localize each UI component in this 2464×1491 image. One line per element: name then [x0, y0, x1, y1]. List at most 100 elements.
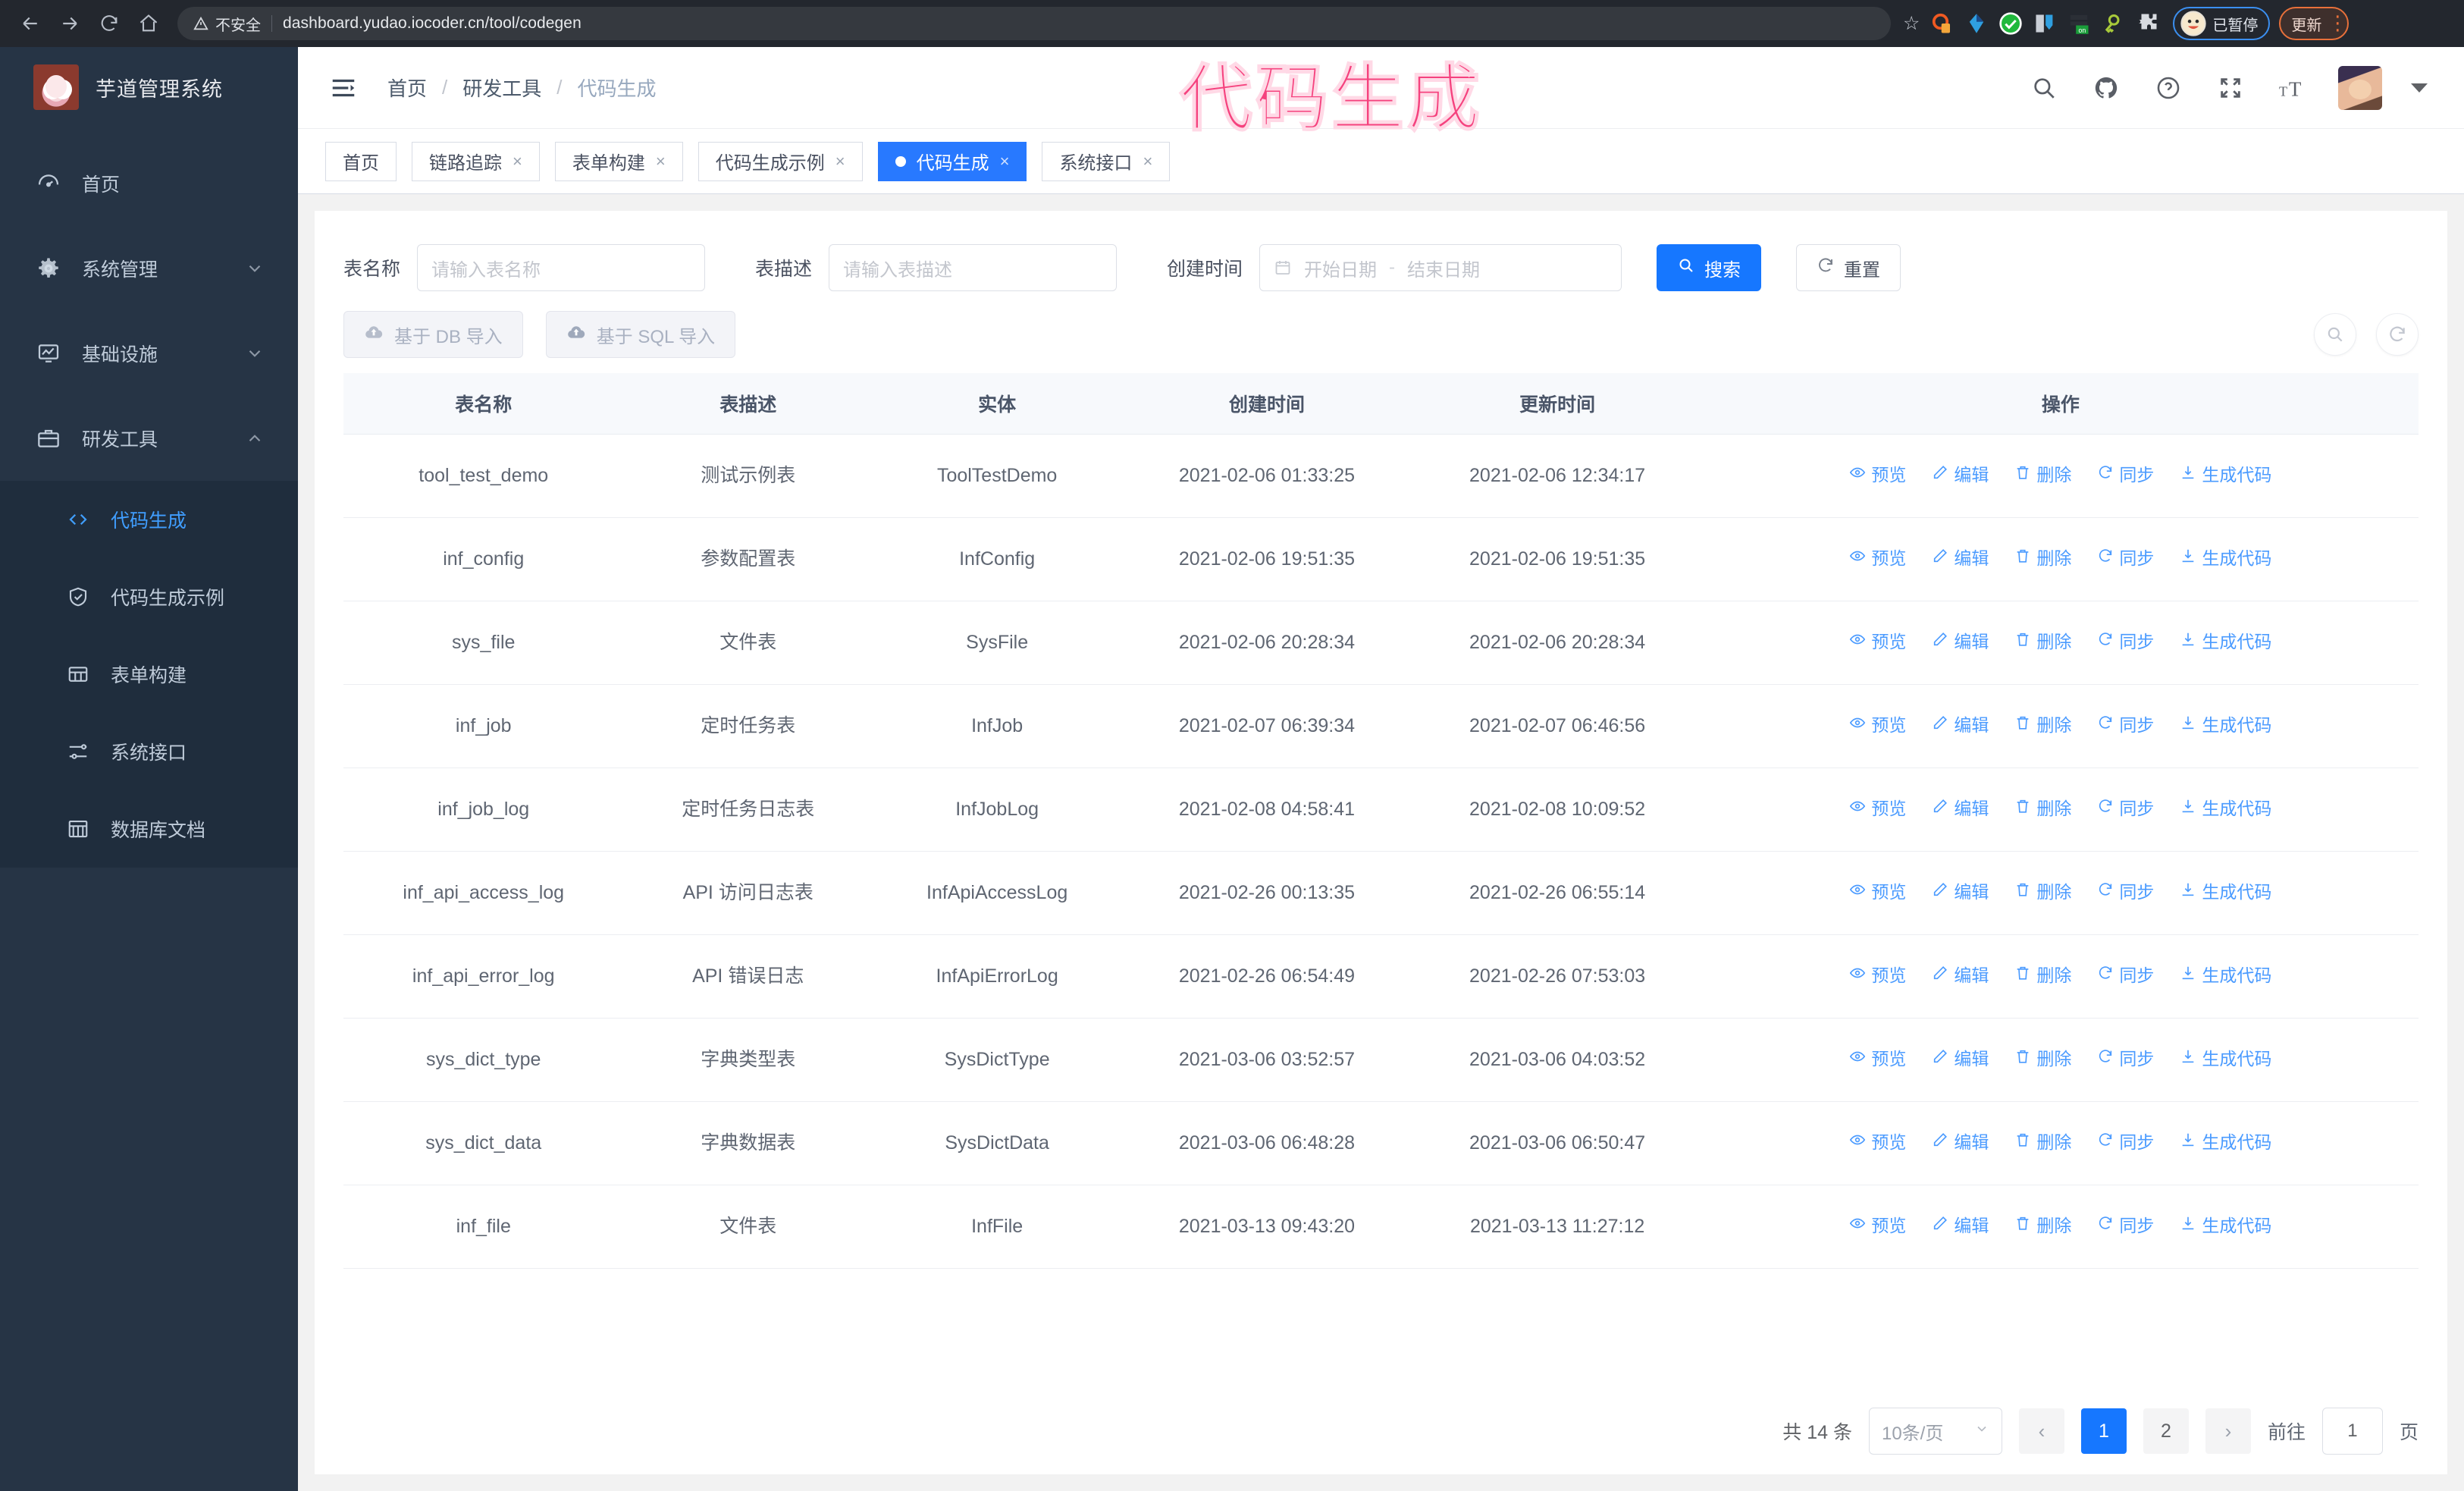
- on-toggle-extension-icon[interactable]: on: [2064, 8, 2094, 39]
- action-生成代码[interactable]: 生成代码: [2180, 713, 2271, 738]
- action-同步[interactable]: 同步: [2097, 629, 2154, 654]
- sidebar-item-form-builder[interactable]: 表单构建: [0, 636, 298, 713]
- action-同步[interactable]: 同步: [2097, 546, 2154, 571]
- star-icon[interactable]: ☆: [1903, 13, 1920, 34]
- column-header-update-time[interactable]: 更新时间: [1412, 373, 1703, 435]
- action-同步[interactable]: 同步: [2097, 796, 2154, 821]
- action-同步[interactable]: 同步: [2097, 713, 2154, 738]
- close-icon[interactable]: ×: [835, 151, 845, 171]
- close-icon[interactable]: ×: [513, 151, 522, 171]
- action-编辑[interactable]: 编辑: [1932, 1047, 1989, 1072]
- refresh-icon[interactable]: [2376, 313, 2419, 356]
- action-生成代码[interactable]: 生成代码: [2180, 629, 2271, 654]
- pagination-next-button[interactable]: ›: [2205, 1408, 2251, 1454]
- sidebar-item-system[interactable]: 系统管理: [0, 226, 298, 311]
- close-icon[interactable]: ×: [999, 151, 1010, 171]
- action-删除[interactable]: 删除: [2014, 463, 2071, 488]
- close-icon[interactable]: ×: [655, 151, 666, 171]
- action-删除[interactable]: 删除: [2014, 963, 2071, 988]
- action-编辑[interactable]: 编辑: [1932, 629, 1989, 654]
- column-header-entity[interactable]: 实体: [872, 373, 1122, 435]
- sidebar-item-db-doc[interactable]: 数据库文档: [0, 790, 298, 868]
- action-删除[interactable]: 删除: [2014, 880, 2071, 905]
- search-icon[interactable]: [2027, 71, 2061, 105]
- update-pill[interactable]: 更新 ⋮: [2279, 7, 2350, 40]
- breadcrumb-item-home[interactable]: 首页: [387, 77, 428, 100]
- action-生成代码[interactable]: 生成代码: [2180, 963, 2271, 988]
- tab-home[interactable]: 首页: [325, 141, 397, 181]
- kebab-menu-icon[interactable]: ⋮: [2328, 11, 2348, 35]
- action-预览[interactable]: 预览: [1849, 1213, 1906, 1238]
- sidebar-item-codegen[interactable]: 代码生成: [0, 481, 298, 558]
- tab-codegen-demo[interactable]: 代码生成示例 ×: [698, 141, 863, 181]
- page-size-select[interactable]: 10条/页: [1868, 1408, 2002, 1455]
- sidebar-item-api[interactable]: 系统接口: [0, 713, 298, 790]
- action-预览[interactable]: 预览: [1849, 463, 1906, 488]
- reload-icon[interactable]: [89, 4, 129, 43]
- blue-pin-extension-icon[interactable]: [1961, 8, 1992, 39]
- action-同步[interactable]: 同步: [2097, 1213, 2154, 1238]
- sidebar-item-devtools[interactable]: 研发工具: [0, 396, 298, 481]
- action-预览[interactable]: 预览: [1849, 546, 1906, 571]
- home-icon[interactable]: [129, 4, 168, 43]
- action-预览[interactable]: 预览: [1849, 963, 1906, 988]
- back-arrow-icon[interactable]: [11, 4, 50, 43]
- column-header-table-name[interactable]: 表名称: [343, 373, 624, 435]
- reset-button[interactable]: 重置: [1796, 244, 1901, 291]
- sidebar-item-home[interactable]: 首页: [0, 141, 298, 226]
- tab-trace[interactable]: 链路追踪 ×: [412, 141, 540, 181]
- action-预览[interactable]: 预览: [1849, 629, 1906, 654]
- action-编辑[interactable]: 编辑: [1932, 1130, 1989, 1155]
- search-button[interactable]: 搜索: [1657, 244, 1762, 291]
- action-编辑[interactable]: 编辑: [1932, 963, 1989, 988]
- action-同步[interactable]: 同步: [2097, 463, 2154, 488]
- paused-profile-pill[interactable]: 已暂停: [2173, 7, 2271, 40]
- action-同步[interactable]: 同步: [2097, 963, 2154, 988]
- green-shield-extension-icon[interactable]: [1995, 8, 2026, 39]
- help-icon[interactable]: [2152, 71, 2185, 105]
- action-编辑[interactable]: 编辑: [1932, 796, 1989, 821]
- action-删除[interactable]: 删除: [2014, 796, 2071, 821]
- action-删除[interactable]: 删除: [2014, 1213, 2071, 1238]
- table-desc-input[interactable]: 请输入表描述: [829, 244, 1118, 291]
- action-编辑[interactable]: 编辑: [1932, 713, 1989, 738]
- user-avatar[interactable]: [2338, 65, 2382, 110]
- puzzle-extensions-icon[interactable]: [2132, 8, 2162, 39]
- forward-arrow-icon[interactable]: [50, 4, 89, 43]
- action-删除[interactable]: 删除: [2014, 546, 2071, 571]
- action-生成代码[interactable]: 生成代码: [2180, 463, 2271, 488]
- tab-form-builder[interactable]: 表单构建 ×: [554, 141, 683, 181]
- action-同步[interactable]: 同步: [2097, 1047, 2154, 1072]
- fullscreen-icon[interactable]: [2214, 71, 2247, 105]
- action-生成代码[interactable]: 生成代码: [2180, 546, 2271, 571]
- import-db-button[interactable]: 基于 DB 导入: [343, 311, 523, 358]
- action-生成代码[interactable]: 生成代码: [2180, 796, 2271, 821]
- tab-api[interactable]: 系统接口 ×: [1042, 141, 1171, 181]
- action-生成代码[interactable]: 生成代码: [2180, 1213, 2271, 1238]
- pagination-jump-input[interactable]: 1: [2321, 1408, 2383, 1455]
- action-生成代码[interactable]: 生成代码: [2180, 880, 2271, 905]
- key-extension-icon[interactable]: [2098, 8, 2128, 39]
- action-删除[interactable]: 删除: [2014, 713, 2071, 738]
- tab-codegen[interactable]: 代码生成 ×: [877, 141, 1027, 181]
- pagination-page-2[interactable]: 2: [2143, 1408, 2189, 1454]
- action-删除[interactable]: 删除: [2014, 629, 2071, 654]
- close-icon[interactable]: ×: [1143, 151, 1153, 171]
- sidebar-item-codegen-demo[interactable]: 代码生成示例: [0, 558, 298, 636]
- chevron-down-icon[interactable]: [2411, 83, 2428, 93]
- action-编辑[interactable]: 编辑: [1932, 546, 1989, 571]
- pagination-page-1[interactable]: 1: [2080, 1408, 2127, 1454]
- hamburger-menu-icon[interactable]: [327, 71, 360, 105]
- action-编辑[interactable]: 编辑: [1932, 1213, 1989, 1238]
- column-header-create-time[interactable]: 创建时间: [1121, 373, 1412, 435]
- sidebar-item-infrastructure[interactable]: 基础设施: [0, 311, 298, 396]
- import-sql-button[interactable]: 基于 SQL 导入: [545, 311, 736, 358]
- address-bar[interactable]: 不安全 dashboard.yudao.iocoder.cn/tool/code…: [177, 7, 1891, 40]
- action-生成代码[interactable]: 生成代码: [2180, 1130, 2271, 1155]
- action-预览[interactable]: 预览: [1849, 1047, 1906, 1072]
- pagination-prev-button[interactable]: ‹: [2018, 1408, 2064, 1454]
- action-生成代码[interactable]: 生成代码: [2180, 1047, 2271, 1072]
- create-time-range-picker[interactable]: 开始日期 - 结束日期: [1259, 244, 1622, 291]
- column-header-table-desc[interactable]: 表描述: [623, 373, 873, 435]
